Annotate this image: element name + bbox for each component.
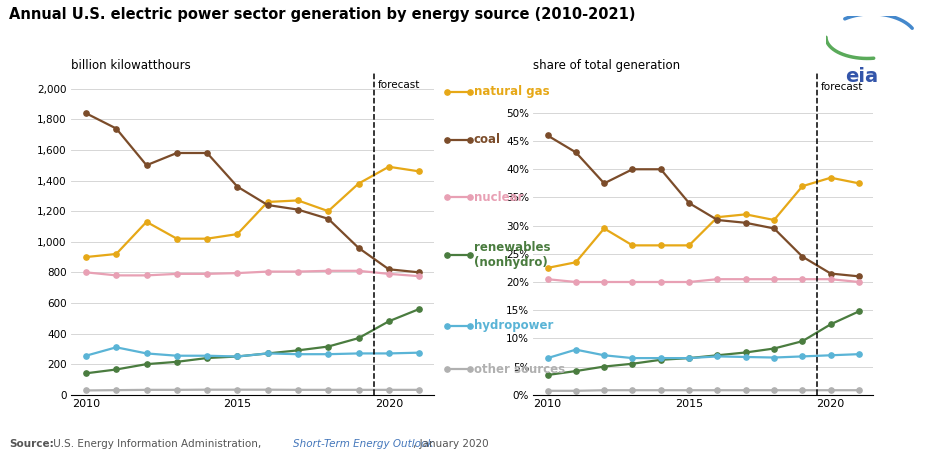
Text: natural gas: natural gas <box>474 85 549 98</box>
Text: U.S. Energy Information Administration,: U.S. Energy Information Administration, <box>50 439 264 449</box>
Text: coal: coal <box>474 134 501 146</box>
Text: renewables
(nonhydro): renewables (nonhydro) <box>474 241 550 269</box>
Text: other sources: other sources <box>474 363 565 376</box>
Text: forecast: forecast <box>379 79 421 90</box>
Text: forecast: forecast <box>821 82 863 92</box>
Text: , January 2020: , January 2020 <box>413 439 489 449</box>
Text: share of total generation: share of total generation <box>533 59 681 72</box>
Text: Source:: Source: <box>9 439 54 449</box>
Text: eia: eia <box>846 67 879 86</box>
Text: billion kilowatthours: billion kilowatthours <box>71 59 191 72</box>
Text: Annual U.S. electric power sector generation by energy source (2010-2021): Annual U.S. electric power sector genera… <box>9 7 636 22</box>
Text: Short-Term Energy Outlook: Short-Term Energy Outlook <box>293 439 433 449</box>
Text: nuclear: nuclear <box>474 191 523 204</box>
Text: hydropower: hydropower <box>474 319 553 332</box>
